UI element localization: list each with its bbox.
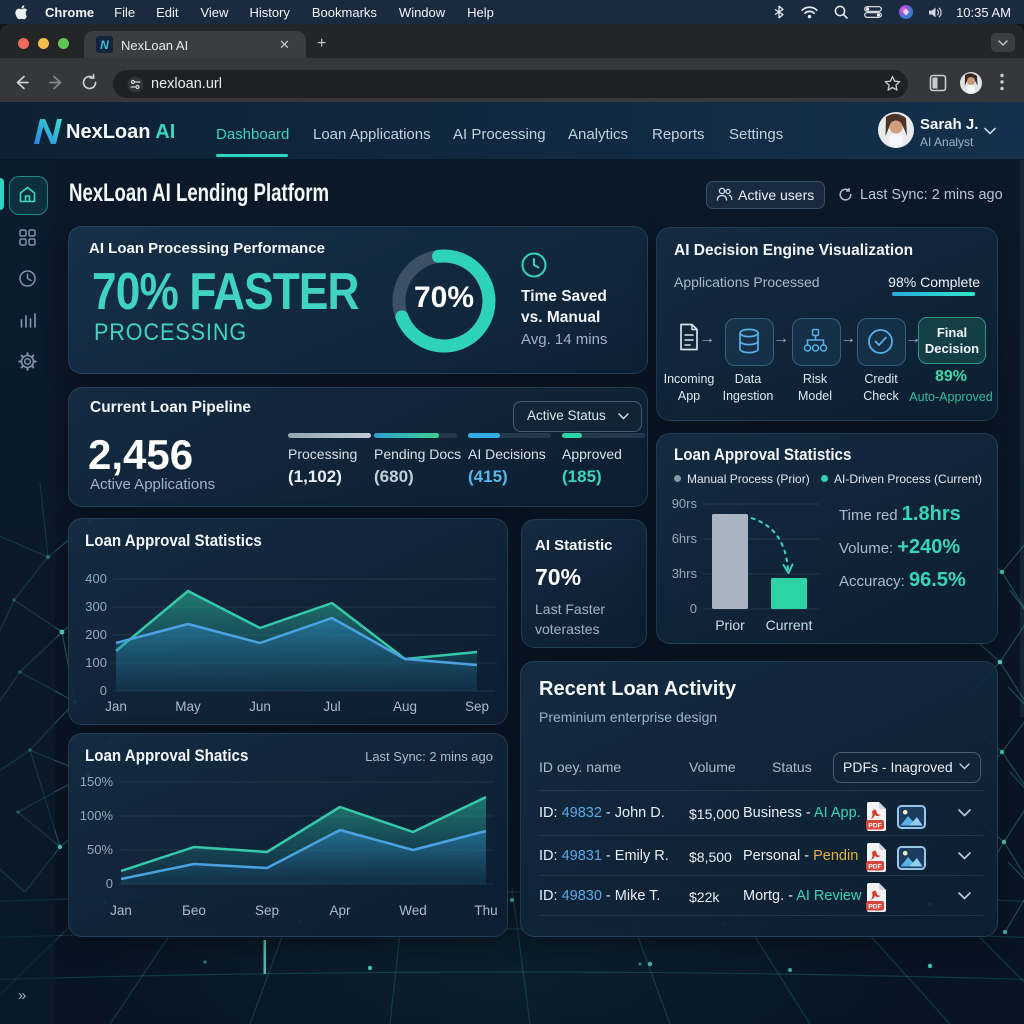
svg-text:200: 200 [85, 627, 107, 642]
svg-text:Sep: Sep [465, 699, 489, 714]
svg-text:0: 0 [106, 876, 113, 891]
svg-text:Jan: Jan [110, 903, 132, 918]
svg-text:100: 100 [85, 655, 107, 670]
svg-text:Jul: Jul [323, 699, 340, 714]
svg-text:Prior: Prior [715, 617, 745, 633]
svg-text:Sep: Sep [255, 903, 279, 918]
svg-text:Jan: Jan [105, 699, 127, 714]
svg-text:300: 300 [85, 599, 107, 614]
svg-text:PDF: PDF [868, 903, 882, 910]
svg-text:100%: 100% [80, 808, 114, 823]
svg-text:Бeo: Бeo [182, 903, 206, 918]
svg-text:50%: 50% [87, 842, 113, 857]
svg-text:Current: Current [766, 617, 813, 633]
svg-text:6hrs: 6hrs [672, 531, 698, 546]
svg-text:Apr: Apr [329, 903, 351, 918]
svg-text:PDF: PDF [868, 822, 882, 829]
svg-text:150%: 150% [80, 774, 114, 789]
svg-text:Jun: Jun [249, 699, 271, 714]
svg-text:Wed: Wed [399, 903, 427, 918]
svg-text:Thu: Thu [474, 903, 497, 918]
svg-text:0: 0 [690, 601, 697, 616]
svg-text:3hrs: 3hrs [672, 566, 698, 581]
svg-text:PDF: PDF [868, 863, 882, 870]
svg-text:May: May [175, 699, 201, 714]
svg-text:0: 0 [100, 683, 107, 698]
svg-text:Aug: Aug [393, 699, 417, 714]
svg-text:400: 400 [85, 571, 107, 586]
svg-text:90rs: 90rs [672, 496, 698, 511]
